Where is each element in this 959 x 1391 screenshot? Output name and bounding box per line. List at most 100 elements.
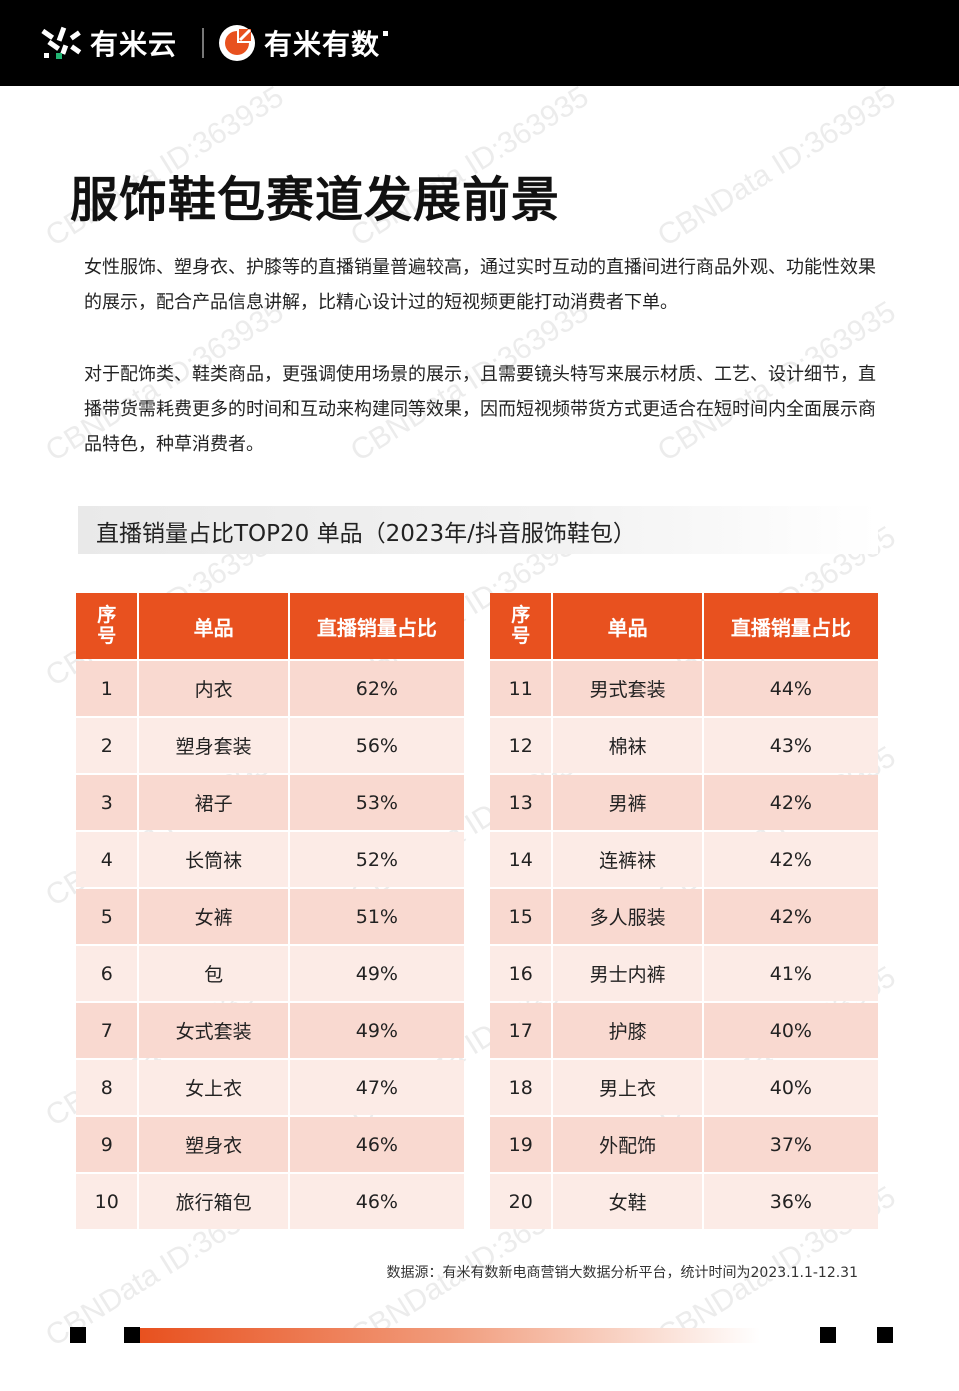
cell-rank: 18 <box>490 1060 554 1115</box>
table-row: 5 女裤 51% <box>76 889 464 944</box>
paragraph-2: 对于配饰类、鞋类商品，更强调使用场景的展示，且需要镜头特写来展示材质、工艺、设计… <box>84 364 876 455</box>
cell-item: 女式套装 <box>139 1003 290 1058</box>
cell-rank: 6 <box>76 946 140 1001</box>
data-source-note: 数据源：有米有数新电商营销大数据分析平台，统计时间为2023.1.1-12.31 <box>386 1265 858 1281</box>
youmi-data-logo-icon <box>219 25 255 61</box>
header-divider <box>202 28 204 58</box>
cell-rank: 8 <box>76 1060 140 1115</box>
cell-item: 塑身套装 <box>139 718 290 773</box>
cell-item: 护膝 <box>553 1003 704 1058</box>
footer-square <box>124 1327 140 1343</box>
cell-share: 42% <box>703 889 878 944</box>
cell-rank: 3 <box>76 775 140 830</box>
youmi-cloud-logo-text: 有米云 <box>90 28 178 61</box>
table-row: 3 裙子 53% <box>76 775 464 830</box>
header-bar: 有米云 有米有数 <box>0 0 959 86</box>
cell-share: 43% <box>703 718 878 773</box>
cell-rank: 12 <box>490 718 554 773</box>
cell-item: 旅行箱包 <box>139 1174 290 1229</box>
logo-dot <box>383 30 389 36</box>
cell-share: 36% <box>703 1174 878 1229</box>
table-row: 11 男式套装 44% <box>490 661 878 716</box>
cell-item: 女裤 <box>139 889 290 944</box>
cell-share: 46% <box>289 1117 464 1172</box>
cell-rank: 5 <box>76 889 140 944</box>
paragraph-1: 女性服饰、塑身衣、护膝等的直播销量普遍较高，通过实时互动的直播间进行商品外观、功… <box>84 257 876 313</box>
table-row: 7 女式套装 49% <box>76 1003 464 1058</box>
cell-share: 42% <box>703 832 878 887</box>
cell-share: 56% <box>289 718 464 773</box>
cell-item: 女鞋 <box>553 1174 704 1229</box>
table-title: 直播销量占比TOP20 单品（2023年/抖音服饰鞋包） <box>96 521 636 547</box>
footer-gradient-bar <box>140 1328 760 1343</box>
cell-rank: 13 <box>490 775 554 830</box>
table-row: 12 棉袜 43% <box>490 718 878 773</box>
cell-rank: 9 <box>76 1117 140 1172</box>
table-row: 15 多人服装 42% <box>490 889 878 944</box>
cell-share: 51% <box>289 889 464 944</box>
header-seq: 序号 <box>76 593 140 659</box>
cell-rank: 19 <box>490 1117 554 1172</box>
cell-item: 男上衣 <box>553 1060 704 1115</box>
cell-rank: 16 <box>490 946 554 1001</box>
table-row: 17 护膝 40% <box>490 1003 878 1058</box>
cell-item: 塑身衣 <box>139 1117 290 1172</box>
cell-rank: 1 <box>76 661 140 716</box>
cell-share: 42% <box>703 775 878 830</box>
cell-item: 连裤袜 <box>553 832 704 887</box>
cell-item: 棉袜 <box>553 718 704 773</box>
cell-share: 44% <box>703 661 878 716</box>
cell-share: 37% <box>703 1117 878 1172</box>
cell-item: 男式套装 <box>553 661 704 716</box>
table-row: 1 内衣 62% <box>76 661 464 716</box>
cell-rank: 14 <box>490 832 554 887</box>
table-header-row: 序号 单品 直播销量占比 <box>76 593 464 659</box>
header-item: 单品 <box>139 593 290 659</box>
header-item: 单品 <box>553 593 704 659</box>
cell-share: 40% <box>703 1060 878 1115</box>
cell-item: 长筒袜 <box>139 832 290 887</box>
footer-square <box>877 1327 893 1343</box>
cell-item: 女上衣 <box>139 1060 290 1115</box>
ranking-table-right: 序号 单品 直播销量占比 11 男式套装 44% 12 棉袜 43% 13 男裤 42% 14 连裤… <box>490 591 878 1231</box>
cell-item: 内衣 <box>139 661 290 716</box>
cell-item: 男裤 <box>553 775 704 830</box>
table-row: 14 连裤袜 42% <box>490 832 878 887</box>
footer-square <box>70 1327 86 1343</box>
footer-square <box>820 1327 836 1343</box>
cell-rank: 20 <box>490 1174 554 1229</box>
cell-item: 包 <box>139 946 290 1001</box>
cell-share: 62% <box>289 661 464 716</box>
header-seq: 序号 <box>490 593 554 659</box>
watermark: CBNData ID:363935 <box>652 80 902 253</box>
table-row: 18 男上衣 40% <box>490 1060 878 1115</box>
youmi-data-logo: 有米有数 <box>218 22 389 64</box>
cell-rank: 17 <box>490 1003 554 1058</box>
cell-item: 多人服装 <box>553 889 704 944</box>
table-row: 13 男裤 42% <box>490 775 878 830</box>
table-row: 9 塑身衣 46% <box>76 1117 464 1172</box>
cell-share: 47% <box>289 1060 464 1115</box>
table-row: 2 塑身套装 56% <box>76 718 464 773</box>
cell-share: 41% <box>703 946 878 1001</box>
cell-share: 40% <box>703 1003 878 1058</box>
cell-share: 46% <box>289 1174 464 1229</box>
header-share: 直播销量占比 <box>703 593 878 659</box>
table-row: 8 女上衣 47% <box>76 1060 464 1115</box>
table-row: 10 旅行箱包 46% <box>76 1174 464 1229</box>
youmi-cloud-logo: 有米云 <box>40 22 177 64</box>
cell-rank: 4 <box>76 832 140 887</box>
cell-rank: 10 <box>76 1174 140 1229</box>
cell-share: 49% <box>289 1003 464 1058</box>
table-title-bar: 直播销量占比TOP20 单品（2023年/抖音服饰鞋包） <box>78 506 878 554</box>
youmi-cloud-logo-icon <box>41 26 82 59</box>
cell-share: 53% <box>289 775 464 830</box>
table-row: 4 长筒袜 52% <box>76 832 464 887</box>
cell-rank: 2 <box>76 718 140 773</box>
table-row: 19 外配饰 37% <box>490 1117 878 1172</box>
cell-share: 52% <box>289 832 464 887</box>
table-row: 6 包 49% <box>76 946 464 1001</box>
cell-rank: 15 <box>490 889 554 944</box>
ranking-table-left: 序号 单品 直播销量占比 1 内衣 62% 2 塑身套装 56% 3 裙子 53% 4 长筒袜 52%… <box>76 591 464 1231</box>
cell-rank: 7 <box>76 1003 140 1058</box>
